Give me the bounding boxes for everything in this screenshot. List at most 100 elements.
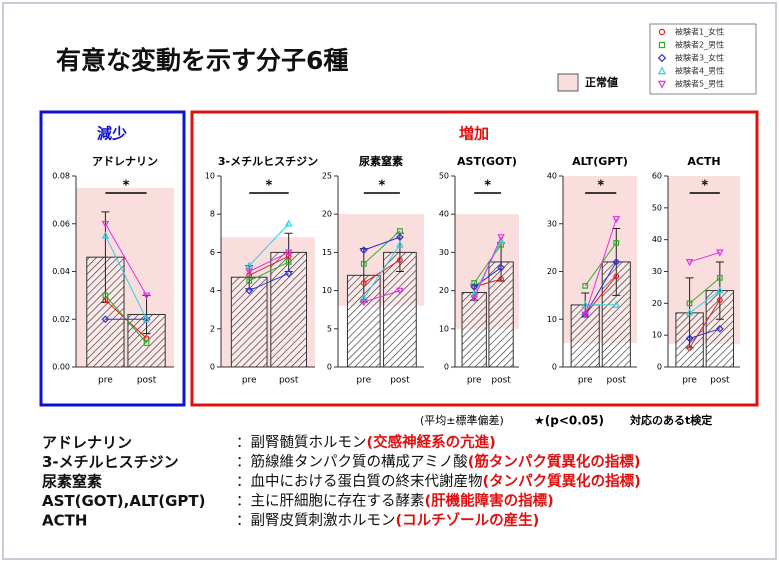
subject-line	[248, 261, 289, 282]
significance-mark: *	[266, 179, 273, 194]
significance-mark: *	[123, 179, 130, 194]
chart-title: 尿素窒素	[359, 154, 403, 168]
subject-marker	[497, 263, 505, 272]
subject-line	[104, 235, 148, 320]
subject-marker	[360, 293, 368, 302]
y-tick-label: 0.08	[52, 172, 70, 181]
subject-marker	[246, 278, 253, 284]
subject-marker	[685, 334, 694, 343]
slide-title: 有意な変動を示す分子6種	[56, 46, 348, 75]
subject-line	[689, 251, 720, 263]
subject-marker	[657, 53, 667, 63]
group-box	[39, 110, 186, 407]
subject-marker	[143, 340, 150, 347]
subject-line	[363, 290, 401, 303]
normal-legend-swatch	[557, 73, 579, 92]
x-tick-label: pre	[578, 376, 593, 386]
subject-marker	[142, 292, 151, 300]
x-tick-label: post	[137, 376, 157, 386]
y-tick-label: 10	[322, 286, 332, 295]
subject-marker	[686, 345, 693, 351]
definition-highlight: (筋タンパク質異化の指標)	[468, 453, 641, 471]
x-tick-label: pre	[98, 376, 113, 386]
y-tick-label: 15	[322, 248, 332, 257]
group-box	[190, 110, 759, 407]
subject-marker	[685, 308, 694, 316]
legend-label: 被験者3_女性	[675, 53, 724, 63]
y-tick-label: 20	[547, 267, 557, 276]
y-tick-label: 0.04	[52, 267, 70, 276]
subject-line	[689, 290, 721, 314]
subject-marker	[612, 300, 621, 308]
subject-marker	[716, 274, 723, 281]
significance-mark: *	[701, 179, 708, 194]
subject-marker	[582, 282, 589, 289]
subject-marker	[285, 259, 292, 265]
subject-marker	[716, 249, 724, 257]
y-tick-label: 50	[652, 203, 662, 212]
subject-line	[689, 328, 720, 339]
bar	[461, 292, 487, 368]
subject-marker	[613, 239, 620, 246]
y-tick-label: 0	[327, 363, 332, 372]
legend-label: 被験者1_女性	[675, 27, 724, 37]
subject-line	[584, 275, 617, 315]
y-tick-label: 0	[552, 363, 557, 372]
definition-highlight: (タンパク質異化の指標)	[483, 472, 641, 490]
subject-line	[584, 218, 617, 315]
subject-marker	[498, 276, 504, 283]
chart: 3-メチルヒスチジン 0 2 4 6 8 10 pre post *	[205, 155, 318, 386]
subject-line	[473, 267, 502, 288]
definition-text: ：主に肝細胞に存在する酵素	[236, 493, 425, 510]
significance-mark: *	[378, 179, 385, 194]
y-tick-label: 0	[657, 363, 662, 372]
subject-marker	[360, 260, 367, 267]
y-tick-label: 0	[444, 363, 449, 372]
subject-marker	[142, 315, 151, 324]
legend-label: 被験者2_男性	[675, 40, 724, 50]
subject-line	[584, 261, 617, 315]
definition-term: アドレナリン	[42, 434, 132, 452]
y-tick-label: 50	[439, 172, 449, 181]
subject-line	[363, 230, 401, 265]
y-tick-label: 10	[439, 324, 449, 333]
subject-marker	[686, 300, 693, 307]
subject-line	[473, 244, 502, 284]
y-tick-label: 5	[327, 324, 332, 333]
subject-marker	[470, 282, 479, 291]
subject-line	[248, 255, 289, 276]
definition-highlight: (コルチゾールの産生)	[396, 511, 540, 529]
subject-marker	[101, 315, 110, 324]
subject-marker	[613, 273, 620, 280]
note-test: 対応のあるt検定	[629, 413, 712, 427]
chart: AST(GOT) 0 10 20 30 40 50 pre post *	[439, 155, 519, 386]
chart-title: アドレナリン	[92, 155, 158, 168]
subject-marker	[581, 300, 589, 308]
y-tick-label: 30	[547, 219, 557, 228]
legend-label: 被験者4_男性	[675, 66, 724, 76]
subject-marker	[658, 28, 666, 36]
subject-marker	[397, 257, 403, 263]
definitions: アドレナリン ：副腎髄質ホルモン(交感神経系の亢進) 3-メチルヒスチジン ：筋線維タ…	[42, 433, 641, 530]
subject-marker	[396, 287, 404, 295]
note-stat: (平均±標準偏差)	[420, 413, 504, 427]
subject-marker	[284, 269, 293, 278]
y-tick-label: 40	[652, 235, 662, 244]
y-tick-label: 10	[652, 331, 662, 340]
chart-title: ALT(GPT)	[572, 155, 628, 168]
y-tick-label: 10	[547, 315, 557, 324]
definition-term: 尿素窒素	[42, 473, 102, 491]
subject-marker	[657, 80, 667, 89]
definition-text: ：血中における蛋白質の終末代謝産物	[236, 472, 483, 490]
group-label: 増加	[459, 125, 489, 143]
subject-line	[689, 299, 721, 349]
subject-marker	[716, 297, 723, 304]
subject-marker	[284, 249, 293, 257]
subject-marker	[581, 311, 589, 319]
chart: 尿素窒素 0 5 10 15 20 25 pre post *	[322, 154, 424, 386]
subject-marker	[396, 233, 404, 241]
subject-marker	[246, 272, 253, 279]
